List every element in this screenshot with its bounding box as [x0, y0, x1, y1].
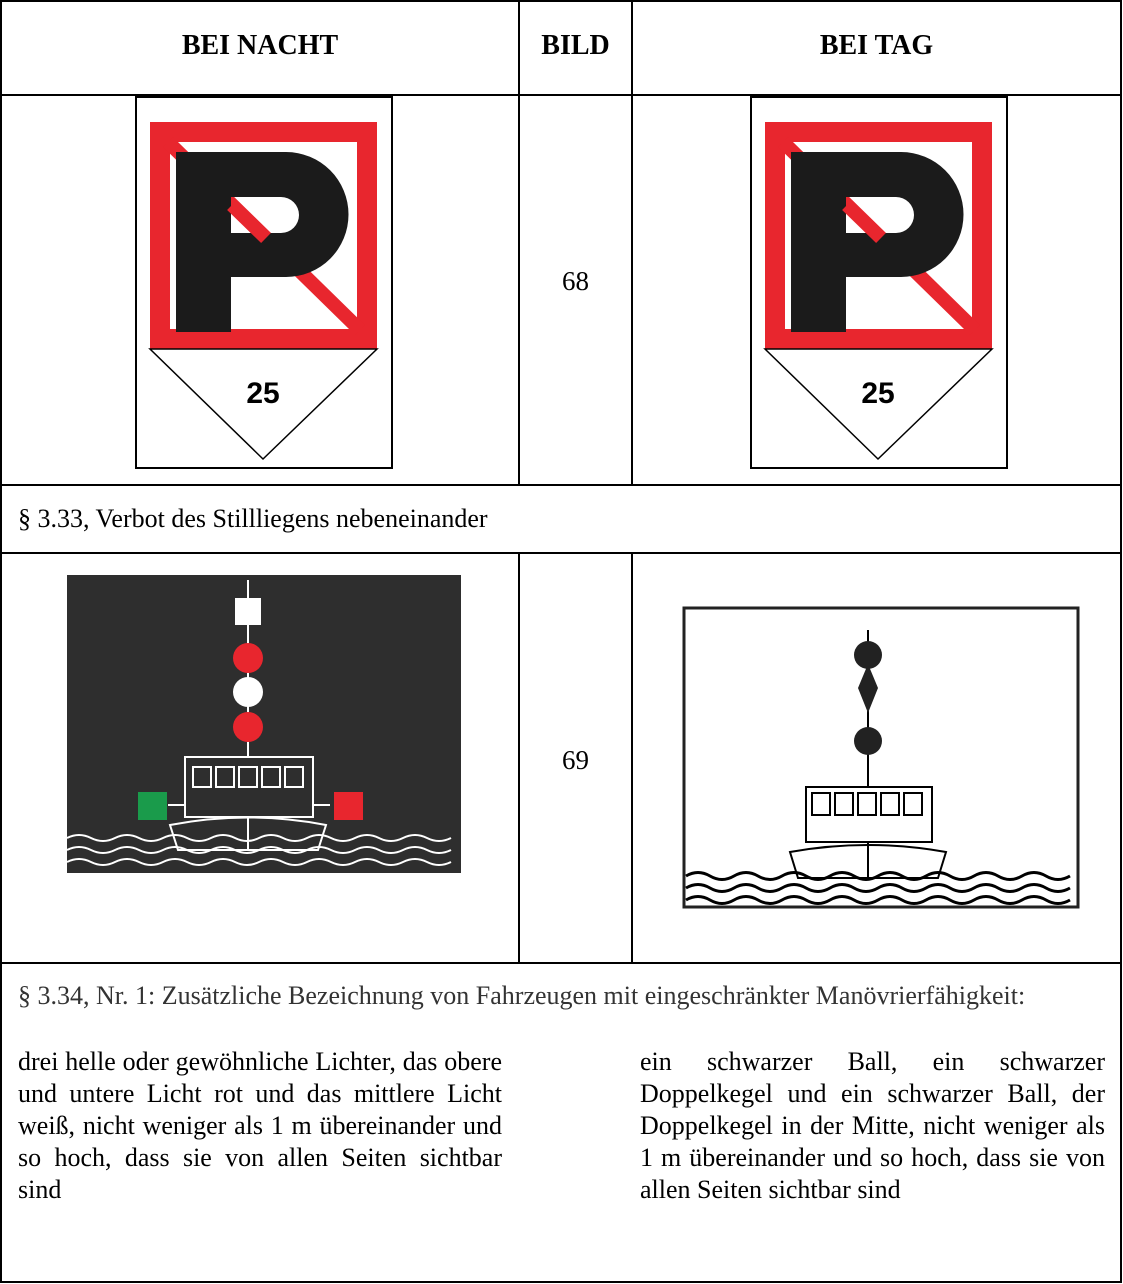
day-text: ein schwarzer Ball, ein schwarzer Doppel…	[640, 1047, 1105, 1204]
header-cell: BEI TAG	[819, 30, 934, 61]
header-cell: BEI NACHT	[181, 30, 339, 61]
bild-number: 68	[562, 266, 589, 296]
sign-number: 25	[246, 377, 279, 410]
sign-night	[135, 96, 393, 469]
bild-number: 69	[562, 745, 589, 775]
night-scene	[66, 575, 461, 873]
night-text: drei helle oder gewöhnliche Lichter, das…	[18, 1047, 502, 1204]
caption: § 3.33, Verbot des Stillliegens nebenein…	[18, 504, 488, 533]
sign-day	[750, 96, 1008, 469]
sign-number: 25	[861, 377, 894, 410]
header-cell: BILD	[541, 30, 610, 61]
day-scene	[682, 606, 1080, 909]
caption: § 3.34, Nr. 1: Zusätzliche Bezeichnung v…	[18, 981, 1026, 1010]
